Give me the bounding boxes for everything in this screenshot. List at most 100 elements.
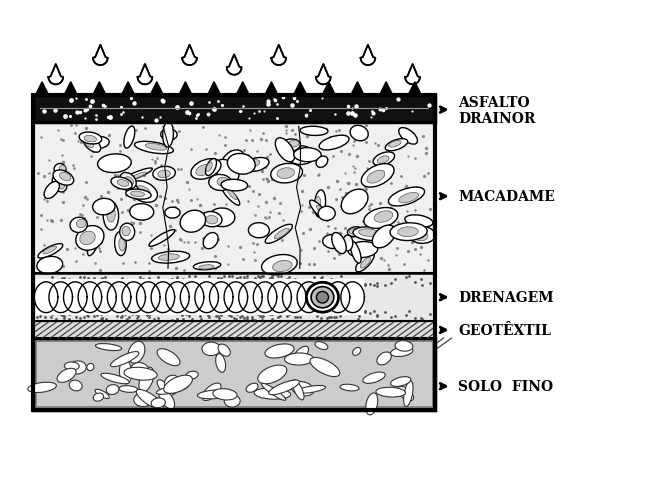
Ellipse shape <box>120 360 132 384</box>
Ellipse shape <box>221 151 245 173</box>
Ellipse shape <box>288 141 299 148</box>
Ellipse shape <box>57 180 65 190</box>
Ellipse shape <box>218 344 230 357</box>
Ellipse shape <box>111 178 132 190</box>
Ellipse shape <box>209 208 235 227</box>
Ellipse shape <box>274 229 289 239</box>
Ellipse shape <box>403 381 413 407</box>
Ellipse shape <box>153 167 175 181</box>
Ellipse shape <box>353 228 389 241</box>
Ellipse shape <box>37 257 63 274</box>
Polygon shape <box>78 282 102 313</box>
Ellipse shape <box>277 168 294 179</box>
Ellipse shape <box>80 232 95 245</box>
Bar <box>35 118 433 122</box>
Ellipse shape <box>281 140 300 152</box>
Ellipse shape <box>44 182 60 199</box>
Bar <box>33 274 435 322</box>
Polygon shape <box>107 282 131 313</box>
Ellipse shape <box>60 173 71 181</box>
Ellipse shape <box>134 186 150 198</box>
Ellipse shape <box>373 226 395 248</box>
Ellipse shape <box>343 236 353 252</box>
Ellipse shape <box>83 136 100 153</box>
Ellipse shape <box>356 252 375 272</box>
Ellipse shape <box>84 136 96 143</box>
Polygon shape <box>312 282 335 313</box>
Ellipse shape <box>276 139 294 162</box>
Ellipse shape <box>93 393 104 401</box>
Ellipse shape <box>119 238 125 252</box>
Ellipse shape <box>269 380 300 395</box>
Ellipse shape <box>224 395 240 407</box>
Ellipse shape <box>265 344 294 358</box>
Ellipse shape <box>120 168 153 183</box>
Ellipse shape <box>96 344 122 351</box>
Ellipse shape <box>126 190 151 200</box>
Ellipse shape <box>291 382 314 396</box>
Ellipse shape <box>221 180 248 192</box>
Ellipse shape <box>294 148 321 162</box>
Ellipse shape <box>399 193 419 204</box>
Ellipse shape <box>306 283 339 312</box>
Ellipse shape <box>363 372 385 384</box>
Ellipse shape <box>53 171 74 186</box>
Polygon shape <box>341 282 365 313</box>
Ellipse shape <box>310 201 329 221</box>
Polygon shape <box>408 83 421 96</box>
Ellipse shape <box>385 139 407 151</box>
Ellipse shape <box>316 156 328 168</box>
Ellipse shape <box>185 372 198 380</box>
Ellipse shape <box>124 177 134 186</box>
Ellipse shape <box>217 178 229 187</box>
Ellipse shape <box>129 173 147 180</box>
Ellipse shape <box>374 211 393 223</box>
Polygon shape <box>379 83 393 96</box>
Ellipse shape <box>196 165 212 176</box>
Ellipse shape <box>130 363 149 380</box>
Ellipse shape <box>124 127 134 149</box>
Ellipse shape <box>367 171 385 184</box>
Polygon shape <box>294 83 307 96</box>
Ellipse shape <box>262 384 286 400</box>
Ellipse shape <box>364 208 398 229</box>
Ellipse shape <box>197 390 233 399</box>
Ellipse shape <box>315 342 328 350</box>
Ellipse shape <box>164 375 193 394</box>
Polygon shape <box>49 282 72 313</box>
Ellipse shape <box>130 204 154 221</box>
Text: ASFALTO
DRAINOR: ASFALTO DRAINOR <box>458 96 536 125</box>
Ellipse shape <box>397 228 418 237</box>
Ellipse shape <box>361 164 394 188</box>
Ellipse shape <box>391 377 411 386</box>
Ellipse shape <box>57 369 76 383</box>
Bar <box>33 96 435 410</box>
Ellipse shape <box>199 265 214 270</box>
Bar <box>33 122 435 274</box>
Ellipse shape <box>159 390 175 409</box>
Polygon shape <box>326 282 350 313</box>
Ellipse shape <box>366 393 378 415</box>
Ellipse shape <box>70 218 88 233</box>
Polygon shape <box>265 83 278 96</box>
Ellipse shape <box>70 380 82 391</box>
Ellipse shape <box>28 383 56 393</box>
Ellipse shape <box>145 144 167 151</box>
Ellipse shape <box>348 242 378 258</box>
Polygon shape <box>297 282 320 313</box>
Ellipse shape <box>405 216 433 228</box>
Ellipse shape <box>272 261 292 272</box>
Ellipse shape <box>359 229 378 237</box>
Polygon shape <box>34 282 58 313</box>
Ellipse shape <box>258 365 287 384</box>
Polygon shape <box>236 83 250 96</box>
Polygon shape <box>121 83 134 96</box>
Ellipse shape <box>314 191 326 217</box>
Ellipse shape <box>88 235 99 256</box>
Ellipse shape <box>161 130 177 141</box>
Ellipse shape <box>399 128 417 145</box>
Ellipse shape <box>106 385 119 395</box>
Ellipse shape <box>215 354 225 372</box>
Ellipse shape <box>54 164 66 176</box>
Ellipse shape <box>136 390 163 409</box>
